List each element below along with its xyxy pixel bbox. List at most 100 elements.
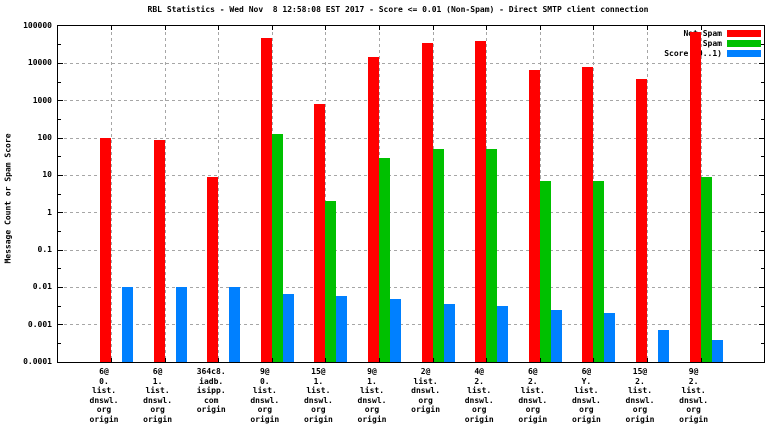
x-category-label: 6@ 1. list. dnswl. org origin — [128, 367, 188, 424]
y-axis-major-tick — [58, 324, 63, 326]
grid-line-horizontal — [58, 100, 764, 102]
plot-area: Not Spam Spam Score (0..1) — [57, 25, 765, 363]
bar-spam — [379, 157, 390, 362]
x-category-label-line: 0. — [99, 376, 109, 386]
bar-score — [282, 294, 294, 362]
bar-spam — [700, 177, 712, 362]
x-axis-tick — [164, 358, 166, 362]
grid-line-vertical — [218, 26, 220, 362]
grid-line-horizontal — [58, 174, 764, 176]
x-category-label-line: dnswl. — [303, 395, 333, 405]
x-category-label-line: dnswl. — [143, 395, 173, 405]
legend-entry-not-spam: Not Spam — [664, 28, 761, 38]
y-axis-major-tick — [58, 100, 63, 102]
x-category-label-line: dnswl. — [411, 386, 441, 395]
bar-not-spam — [689, 31, 701, 362]
grid-line-horizontal — [58, 249, 764, 251]
x-category-label-line: org — [632, 405, 648, 414]
y-axis-major-tick — [759, 137, 764, 139]
y-axis-minor-tick — [58, 44, 61, 46]
x-axis-tick — [593, 26, 595, 30]
x-category-label-line: 2@ — [420, 367, 431, 376]
x-category-label-line: list. — [413, 376, 438, 386]
y-tick-label: 0.1 — [37, 245, 52, 254]
x-axis-tick — [164, 26, 166, 30]
y-axis-minor-tick — [58, 156, 61, 158]
bar-score — [497, 305, 509, 362]
x-axis-tick — [700, 358, 702, 362]
x-axis-tick — [271, 26, 273, 30]
x-axis-tick — [218, 358, 220, 362]
bar-not-spam — [153, 139, 165, 362]
chart-title: RBL Statistics - Wed Nov 8 12:58:08 EST … — [147, 5, 649, 14]
x-category-label-line: 2. — [635, 376, 645, 386]
x-category-label-line: 1. — [313, 376, 324, 386]
x-category-label-line: list. — [252, 386, 277, 395]
x-category-label-line: org — [257, 405, 273, 414]
x-category-label-line: origin — [303, 414, 333, 424]
x-category-label-line: 1. — [367, 376, 377, 386]
y-tick-label: 0.001 — [27, 319, 52, 329]
y-axis-major-tick — [58, 137, 63, 139]
x-category-label-line: list. — [681, 386, 706, 395]
y-tick-label: 10000 — [27, 58, 52, 68]
x-category-label-line: list. — [145, 386, 170, 395]
y-axis-minor-tick — [58, 193, 61, 195]
y-axis-major-tick — [759, 212, 764, 214]
x-category-label-line: 6@ — [99, 367, 109, 376]
y-axis-minor-tick — [761, 156, 764, 158]
x-category-label-line: origin — [196, 405, 226, 414]
x-category-label: 6@ 2. list. dnswl. org origin — [503, 367, 563, 424]
y-axis-major-tick — [759, 324, 764, 326]
x-category-label-line: org — [525, 405, 541, 414]
bar-score — [443, 304, 455, 362]
x-category-label-line: 4@ — [474, 367, 484, 376]
x-category-label-line: 15@ — [632, 367, 648, 376]
x-category-label-line: org — [418, 395, 433, 405]
y-axis-minor-tick — [761, 305, 764, 307]
x-axis-tick — [325, 26, 327, 30]
x-category-label-line: 6@ — [581, 367, 592, 376]
x-category-label-line: list. — [359, 386, 385, 395]
y-axis-major-tick — [759, 249, 764, 251]
bar-spam — [539, 181, 551, 362]
x-category-label-line: 0. — [259, 376, 270, 386]
y-axis-major-tick — [58, 249, 63, 251]
x-category-label-line: org — [364, 405, 380, 414]
bar-spam — [593, 181, 605, 362]
y-axis-minor-tick — [58, 305, 61, 307]
x-category-label-line: dnswl. — [464, 395, 494, 405]
x-category-label-line: 6@ — [527, 367, 538, 376]
x-category-label-line: org — [96, 405, 112, 414]
x-category-label-line: origin — [89, 414, 119, 424]
y-axis-minor-tick — [761, 193, 764, 195]
y-axis-minor-tick — [761, 342, 764, 344]
x-category-label-line: dnswl. — [679, 395, 709, 405]
x-category-label-line: list. — [627, 386, 653, 395]
x-axis-tick — [325, 358, 327, 362]
x-category-label-line: dnswl. — [571, 395, 601, 405]
x-axis-tick — [700, 26, 702, 30]
bar-not-spam — [636, 79, 647, 362]
x-category-label-line: 2. — [527, 376, 538, 386]
bar-score — [122, 287, 133, 362]
x-axis-tick — [647, 26, 648, 30]
y-axis-major-tick — [58, 212, 63, 214]
legend-label-spam: Spam — [702, 38, 722, 48]
y-axis-major-tick — [58, 286, 63, 288]
x-category-label-line: com — [203, 395, 219, 405]
x-category-label-line: 364c8. — [196, 367, 226, 376]
x-category-label-line: origin — [625, 414, 655, 424]
x-category-label: 9@ 1. list. dnswl. org origin — [342, 367, 402, 424]
y-axis-minor-tick — [761, 44, 764, 46]
grid-line-vertical — [325, 26, 327, 362]
y-axis-minor-tick — [58, 230, 61, 232]
y-tick-label: 1000 — [32, 95, 52, 105]
y-axis-major-tick — [759, 286, 764, 288]
bar-not-spam — [582, 66, 594, 362]
legend-label-score: Score (0..1) — [664, 48, 722, 58]
x-category-label-line: 6@ — [152, 367, 163, 376]
bar-not-spam — [528, 69, 540, 362]
bar-score — [390, 298, 401, 362]
x-category-label-line: isipp. — [196, 386, 226, 395]
